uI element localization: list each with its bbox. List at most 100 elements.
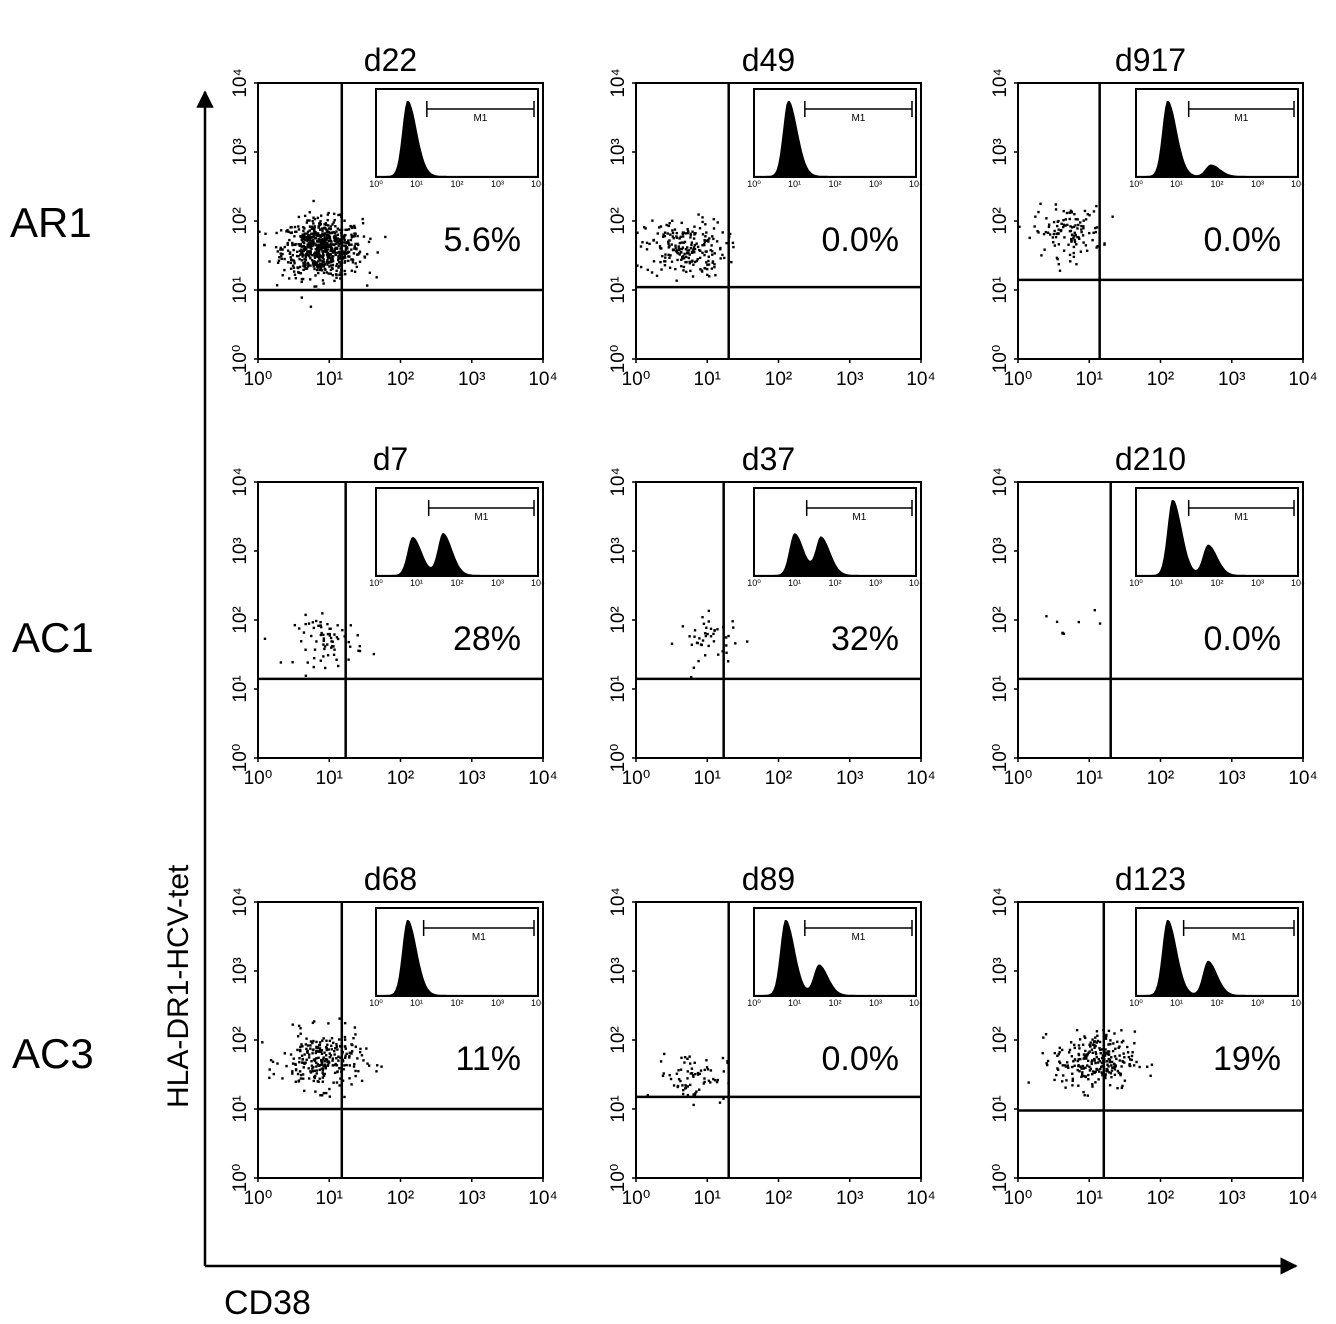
scatter-point	[1096, 245, 1099, 248]
scatter-point	[1120, 1065, 1123, 1068]
scatter-point	[333, 648, 336, 651]
scatter-point	[309, 238, 312, 241]
scatter-point	[659, 1060, 663, 1063]
scatter-point	[322, 265, 326, 268]
x-tick-label: 10³	[1218, 768, 1245, 789]
scatter-point	[1105, 1060, 1109, 1063]
scatter-point	[321, 1076, 325, 1079]
scatter-point	[279, 246, 282, 250]
scatter-point	[279, 252, 282, 255]
scatter-point	[1118, 1054, 1121, 1057]
scatter-point	[659, 260, 662, 264]
scatter-point	[690, 643, 694, 646]
scatter-point	[674, 244, 677, 247]
scatter-point	[1058, 1060, 1061, 1063]
scatter-point	[297, 270, 300, 274]
scatter-point	[348, 243, 351, 247]
scatter-point	[359, 1047, 362, 1051]
scatter-point	[342, 1068, 345, 1071]
scatter-point	[1077, 1084, 1080, 1087]
scatter-point	[322, 1073, 325, 1076]
scatter-point	[1087, 1073, 1090, 1077]
scatter-point	[1107, 1050, 1110, 1053]
x-tick-label: 10¹	[694, 768, 721, 789]
scatter-point	[323, 666, 327, 670]
scatter-point	[668, 239, 671, 242]
inset-tick-label: 10⁰	[369, 179, 383, 189]
scatter-point	[350, 248, 353, 251]
scatter-point	[276, 261, 280, 264]
scatter-point	[300, 280, 303, 284]
scatter-point	[334, 242, 337, 245]
scatter-point	[344, 233, 347, 237]
scatter-point	[686, 246, 689, 249]
y-tick-label: 10⁰	[230, 744, 251, 773]
scatter-point	[677, 1069, 680, 1072]
scatter-point	[317, 254, 320, 257]
scatter-point	[328, 265, 331, 268]
scatter-point	[679, 251, 682, 254]
scatter-point	[699, 249, 702, 253]
scatter-point	[1091, 1073, 1094, 1076]
scatter-point	[314, 244, 317, 247]
scatter-point	[696, 245, 700, 249]
panel-d49: d490.0%10⁰10⁰10¹10¹10²10²10³10³10⁴10⁴M11…	[608, 42, 936, 390]
scatter-point	[1091, 1083, 1094, 1086]
scatter-point	[331, 1064, 335, 1067]
scatter-point	[329, 249, 332, 253]
scatter-point	[708, 237, 711, 240]
scatter-point	[335, 264, 338, 268]
scatter-point	[732, 245, 735, 249]
scatter-point	[309, 1040, 313, 1043]
scatter-point	[686, 1085, 690, 1088]
inset-tick-label: 10⁴	[531, 998, 545, 1008]
scatter-point	[680, 258, 683, 262]
scatter-point	[319, 624, 322, 627]
inset-tick-label: 10⁰	[747, 179, 761, 189]
histogram-area	[1136, 101, 1298, 177]
inset-tick-label: 10⁴	[909, 179, 923, 189]
scatter-point	[304, 263, 307, 266]
scatter-point	[1093, 1057, 1096, 1061]
scatter-point	[311, 1067, 314, 1070]
scatter-point	[353, 247, 356, 250]
inset-tick-label: 10⁴	[1291, 578, 1305, 588]
scatter-point	[1092, 210, 1096, 213]
scatter-point	[325, 271, 329, 274]
scatter-point	[1046, 231, 1050, 234]
scatter-point	[320, 247, 324, 250]
scatter-point	[1106, 1063, 1109, 1066]
scatter-point	[703, 1080, 706, 1084]
scatter-point	[336, 241, 339, 244]
scatter-point	[311, 1052, 314, 1055]
scatter-point	[1073, 1058, 1077, 1062]
scatter-point	[301, 250, 304, 253]
panel-d89: d890.0%10⁰10⁰10¹10¹10²10²10³10³10⁴10⁴M11…	[608, 861, 936, 1209]
scatter-point	[301, 235, 304, 238]
quadrant-percent: 0.0%	[822, 1040, 900, 1078]
scatter-point	[721, 231, 724, 234]
scatter-point	[1044, 1032, 1048, 1036]
x-tick-label: 10⁰	[622, 768, 651, 789]
scatter-point	[707, 240, 710, 243]
scatter-point	[318, 239, 322, 242]
scatter-point	[324, 222, 327, 225]
scatter-point	[321, 1080, 324, 1083]
scatter-point	[668, 266, 672, 269]
scatter-point	[336, 637, 340, 641]
scatter-point	[726, 660, 730, 663]
scatter-point	[315, 1061, 318, 1064]
scatter-point	[376, 251, 379, 254]
scatter-point	[1070, 239, 1073, 242]
scatter-point	[1064, 218, 1068, 221]
scatter-point	[354, 1074, 357, 1078]
scatter-point	[694, 1092, 697, 1095]
scatter-point	[682, 254, 685, 258]
scatter-point	[686, 1057, 689, 1061]
scatter-point	[658, 245, 662, 248]
scatter-point	[325, 1039, 328, 1042]
scatter-point	[367, 240, 371, 244]
scatter-point	[686, 1093, 690, 1097]
scatter-point	[695, 242, 698, 245]
scatter-point	[701, 615, 704, 619]
